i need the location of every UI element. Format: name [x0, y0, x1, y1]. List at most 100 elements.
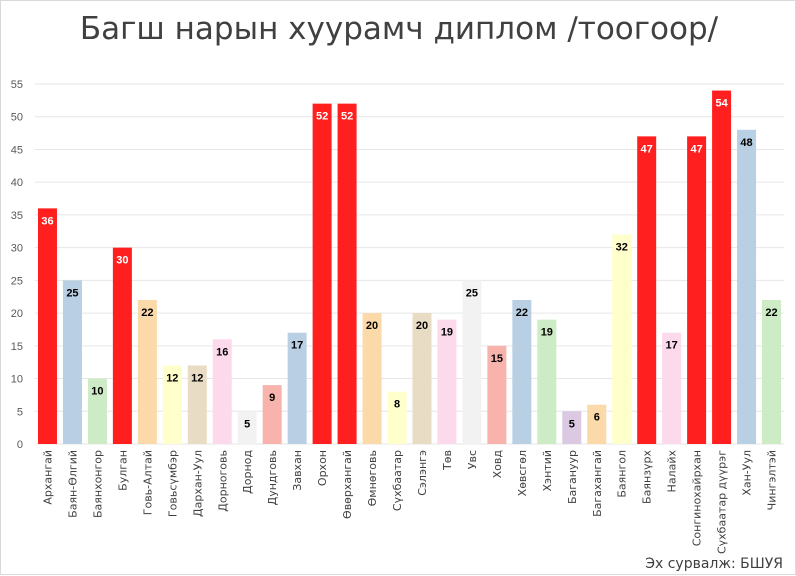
category-label: Хөвсгөл — [516, 450, 529, 496]
category-label: Дорноговь — [216, 450, 229, 512]
data-label: 48 — [740, 137, 752, 149]
data-label: 5 — [569, 418, 575, 430]
category-label: Сонгинохайрхан — [691, 450, 704, 546]
category-label: Төв — [441, 450, 454, 471]
data-label: 20 — [416, 320, 428, 332]
data-label: 10 — [91, 386, 103, 398]
data-label: 12 — [191, 372, 203, 384]
data-label: 25 — [466, 287, 478, 299]
data-label: 19 — [441, 327, 453, 339]
y-tick-label: 5 — [17, 406, 23, 418]
y-tick-label: 45 — [11, 144, 23, 156]
category-label: Говь-Алтай — [141, 450, 154, 515]
data-label: 22 — [516, 307, 528, 319]
y-tick-label: 30 — [11, 243, 23, 255]
category-label: Налайх — [666, 450, 679, 493]
bar — [287, 332, 307, 444]
data-label: 5 — [244, 418, 250, 430]
category-label: Багахангай — [591, 450, 604, 517]
bar — [312, 103, 332, 445]
bar — [387, 391, 407, 444]
bar — [412, 313, 432, 444]
category-label: Сүхбаатар — [391, 450, 404, 511]
category-label: Булган — [116, 450, 129, 491]
category-label: Өмнөговь — [366, 450, 379, 506]
category-label: Сүхбаатар дүүрэг — [716, 450, 729, 554]
category-label: Увс — [466, 450, 479, 469]
y-tick-label: 20 — [11, 308, 23, 320]
data-label: 52 — [341, 111, 353, 123]
category-label: Баянхонгор — [91, 450, 104, 518]
data-label: 36 — [41, 215, 53, 227]
bar — [562, 411, 582, 444]
bar — [112, 247, 132, 444]
category-label: Ховд — [491, 450, 504, 479]
data-label: 17 — [666, 340, 678, 352]
category-label: Дорнод — [241, 450, 254, 494]
bar — [62, 280, 82, 444]
data-label: 30 — [116, 255, 128, 267]
y-tick-label: 10 — [11, 374, 23, 386]
bar — [712, 90, 732, 444]
data-label: 17 — [291, 340, 303, 352]
data-label: 54 — [715, 98, 728, 110]
bar — [537, 319, 557, 444]
bar — [87, 378, 107, 444]
bar — [462, 280, 482, 444]
bar — [662, 332, 682, 444]
y-tick-label: 0 — [17, 439, 23, 451]
y-tick-label: 25 — [11, 275, 23, 287]
bar — [612, 234, 632, 444]
bar — [162, 365, 182, 444]
data-label: 47 — [690, 143, 702, 155]
bar — [37, 208, 57, 444]
data-label: 6 — [594, 412, 600, 424]
category-label: Хэнтий — [541, 450, 554, 491]
y-tick-label: 55 — [11, 79, 23, 91]
y-tick-label: 35 — [11, 210, 23, 222]
data-label: 25 — [66, 287, 78, 299]
category-label: Хан-Уул — [741, 450, 754, 496]
data-label: 22 — [765, 307, 777, 319]
bar — [362, 313, 382, 444]
data-label: 19 — [541, 327, 553, 339]
category-label: Дундговь — [266, 450, 279, 505]
bar — [737, 129, 757, 444]
data-label: 16 — [216, 346, 228, 358]
data-label: 32 — [616, 242, 628, 254]
bar — [512, 300, 532, 444]
data-label: 52 — [316, 111, 328, 123]
category-label: Баян-Өлгий — [66, 450, 79, 518]
category-label: Сэлэнгэ — [416, 450, 429, 496]
bar — [262, 385, 282, 444]
data-label: 15 — [491, 353, 503, 365]
data-label: 12 — [166, 372, 178, 384]
category-label: Говьсүмбэр — [166, 450, 179, 517]
category-label: Багануур — [566, 450, 579, 504]
bar — [137, 300, 157, 444]
data-label: 20 — [366, 320, 378, 332]
bar — [187, 365, 207, 444]
bar — [212, 339, 232, 444]
category-label: Баянгол — [616, 450, 629, 498]
source-note: Эх сурвалж: БШУЯ — [645, 556, 783, 572]
bar — [487, 345, 507, 444]
y-tick-label: 50 — [11, 112, 23, 124]
data-label: 22 — [141, 307, 153, 319]
bar — [587, 404, 607, 444]
category-label: Өвөрхангай — [341, 450, 354, 519]
y-tick-label: 15 — [11, 341, 23, 353]
category-label: Дархан-Уул — [191, 450, 204, 517]
bar — [337, 103, 357, 445]
bar — [437, 319, 457, 444]
category-label: Баянзүрх — [641, 450, 654, 504]
data-label: 9 — [269, 392, 275, 404]
data-label: 8 — [394, 399, 400, 411]
category-label: Чингэлтэй — [766, 450, 779, 510]
bar — [237, 411, 257, 444]
category-label: Орхон — [316, 450, 329, 486]
category-label: Завхан — [291, 450, 304, 491]
category-label: Архангай — [41, 450, 54, 505]
